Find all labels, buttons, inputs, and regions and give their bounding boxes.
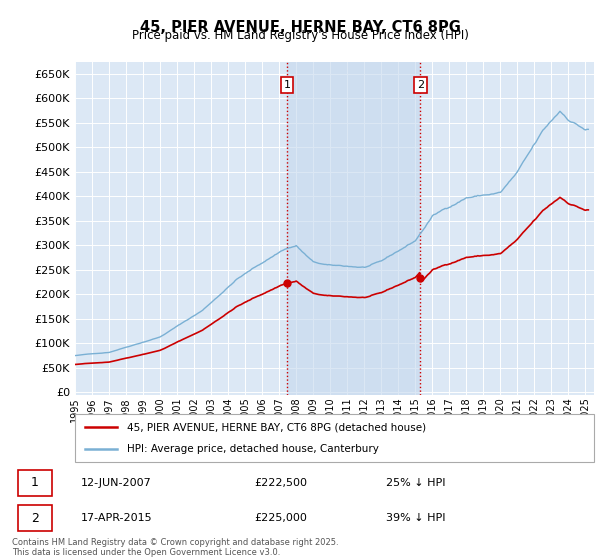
Text: Price paid vs. HM Land Registry's House Price Index (HPI): Price paid vs. HM Land Registry's House … <box>131 29 469 42</box>
Text: 17-APR-2015: 17-APR-2015 <box>81 513 153 523</box>
Text: 39% ↓ HPI: 39% ↓ HPI <box>386 513 446 523</box>
Text: £225,000: £225,000 <box>254 513 307 523</box>
Text: 45, PIER AVENUE, HERNE BAY, CT6 8PG (detached house): 45, PIER AVENUE, HERNE BAY, CT6 8PG (det… <box>127 422 426 432</box>
Text: Contains HM Land Registry data © Crown copyright and database right 2025.
This d: Contains HM Land Registry data © Crown c… <box>12 538 338 557</box>
FancyBboxPatch shape <box>18 470 52 496</box>
Text: 1: 1 <box>283 80 290 90</box>
Text: 45, PIER AVENUE, HERNE BAY, CT6 8PG: 45, PIER AVENUE, HERNE BAY, CT6 8PG <box>140 20 460 35</box>
Text: HPI: Average price, detached house, Canterbury: HPI: Average price, detached house, Cant… <box>127 444 379 454</box>
Text: £222,500: £222,500 <box>254 478 307 488</box>
Text: 2: 2 <box>417 80 424 90</box>
Text: 12-JUN-2007: 12-JUN-2007 <box>81 478 152 488</box>
FancyBboxPatch shape <box>75 414 594 462</box>
Text: 25% ↓ HPI: 25% ↓ HPI <box>386 478 446 488</box>
Text: 2: 2 <box>31 511 39 525</box>
FancyBboxPatch shape <box>18 505 52 531</box>
Bar <box>287 62 421 395</box>
Text: 1: 1 <box>31 477 39 489</box>
